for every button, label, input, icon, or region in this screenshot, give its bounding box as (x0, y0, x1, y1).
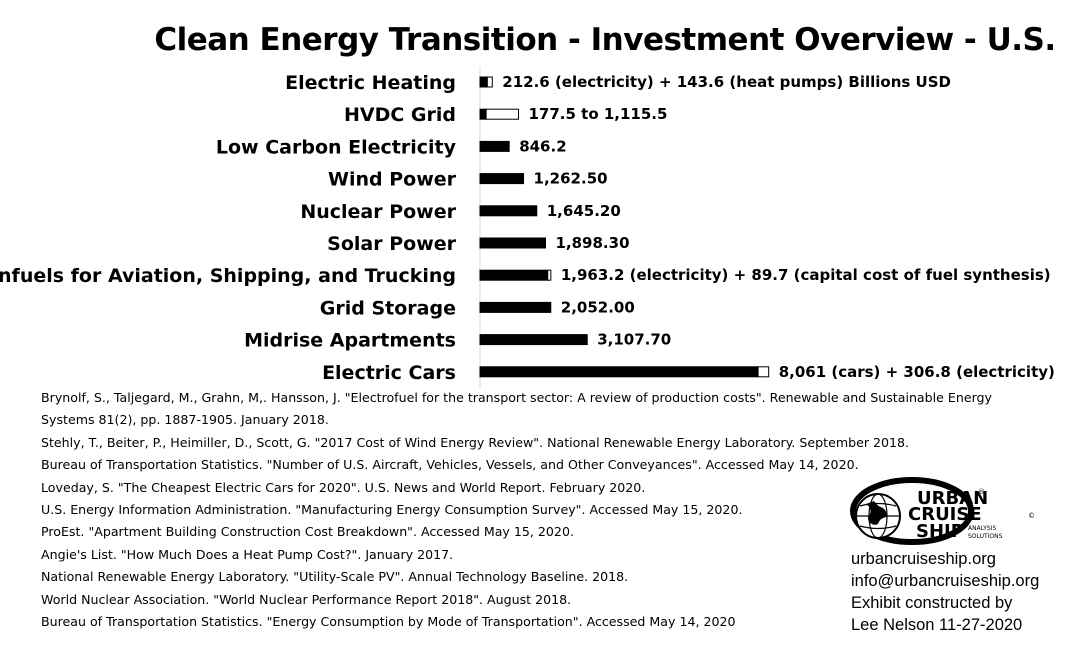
data-label: 177.5 to 1,115.5 (528, 105, 667, 123)
bar-primary (479, 140, 510, 152)
source-citation: U.S. Energy Information Administration. … (41, 502, 743, 518)
source-citation: ProEst. "Apartment Building Construction… (41, 524, 574, 540)
urban-cruise-ship-logo: URBAN CRUISE SHIP ® ANALYSIS SOLUTIONS © (850, 477, 1035, 545)
bar-secondary (485, 108, 519, 120)
source-citation: Brynolf, S., Taljegard, M., Grahn, M,. H… (41, 390, 992, 428)
category-label: Solar Power (327, 233, 456, 255)
bar-primary (479, 108, 487, 120)
source-citation: Bureau of Transportation Statistics. "Nu… (41, 457, 859, 473)
category-label: Electric Cars (322, 362, 456, 384)
category-label: Wind Power (328, 169, 457, 191)
logo-tagline-solutions: SOLUTIONS (968, 533, 1003, 540)
data-label: 1,645.20 (547, 202, 621, 220)
data-label: 846.2 (519, 137, 566, 155)
contact-block: urbancruiseship.org info@urbancruiseship… (851, 548, 1039, 636)
logo-tagline-analysis: ANALYSIS (968, 525, 996, 532)
bar-secondary (547, 269, 552, 281)
website-link[interactable]: urbancruiseship.org (851, 550, 996, 568)
logo-word-urban: URBAN (917, 488, 988, 509)
category-label: HVDC Grid (344, 104, 456, 126)
logo-word-ship: SHIP (916, 521, 964, 542)
bar-primary (479, 205, 538, 217)
data-label: 1,898.30 (555, 234, 629, 252)
chart-title: Clean Energy Transition - Investment Ove… (154, 22, 1056, 58)
logo-word-cruise: CRUISE (908, 504, 982, 525)
bar-chart: Electric Heating 212.6 (electricity) + 14… (0, 66, 1055, 388)
category-label: Electric Heating (285, 72, 456, 94)
source-citation: National Renewable Energy Laboratory. "U… (41, 569, 629, 585)
copyright-mark: © (1028, 512, 1035, 520)
credit-text: Exhibit constructed by (851, 594, 1013, 612)
bar-primary (479, 237, 546, 249)
data-label: 212.6 (electricity) + 143.6 (heat pumps)… (502, 73, 951, 91)
bar-primary (479, 301, 552, 313)
bar-primary (479, 334, 588, 346)
category-label: Nuclear Power (300, 201, 456, 223)
bar-secondary (486, 76, 493, 88)
category-label: Midrise Apartments (244, 330, 456, 352)
source-citation: Stehly, T., Beiter, P., Heimiller, D., S… (41, 434, 910, 450)
category-label: Grid Storage (320, 297, 456, 319)
source-citation: Bureau of Transportation Statistics. "En… (41, 614, 736, 630)
globe-icon (855, 493, 901, 539)
email-link[interactable]: info@urbancruiseship.org (851, 572, 1040, 590)
bar-secondary (757, 366, 770, 378)
registered-mark: ® (978, 488, 985, 496)
bar-primary (479, 76, 488, 88)
source-citation: Angie's List. "How Much Does a Heat Pump… (41, 546, 454, 562)
source-citation: Loveday, S. "The Cheapest Electric Cars … (41, 479, 646, 495)
data-label: 3,107.70 (597, 331, 671, 349)
source-citation: World Nuclear Association. "World Nuclea… (41, 591, 572, 607)
sources-list: Brynolf, S., Taljegard, M., Grahn, M,. H… (41, 387, 1026, 633)
data-label: 1,262.50 (534, 170, 608, 188)
bar-primary (479, 366, 759, 378)
author-date: Lee Nelson 11-27-2020 (851, 616, 1023, 634)
data-label: 8,061 (cars) + 306.8 (electricity) (779, 363, 1055, 381)
bar-primary (479, 269, 549, 281)
category-label: Synfuels for Aviation, Shipping, and Tru… (0, 265, 456, 287)
data-label: 1,963.2 (electricity) + 89.7 (capital co… (561, 266, 1051, 284)
category-label: Low Carbon Electricity (216, 136, 457, 158)
data-label: 2,052.00 (561, 298, 635, 316)
bar-primary (479, 173, 525, 185)
